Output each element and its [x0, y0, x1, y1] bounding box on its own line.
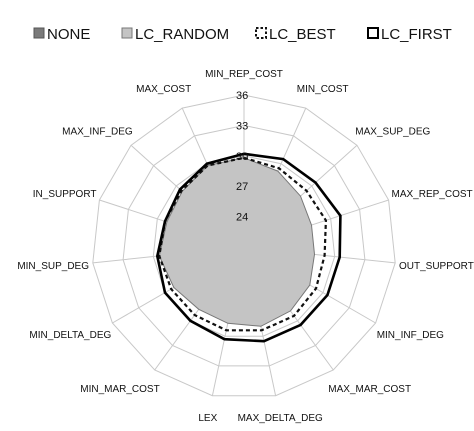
axis-label-max-inf-deg: MAX_INF_DEG: [62, 127, 133, 138]
point-lc-first-6: [300, 324, 302, 326]
legend-label: NONE: [47, 26, 90, 43]
legend-label: LC_FIRST: [381, 26, 452, 43]
legend-label: LC_RANDOM: [135, 26, 229, 43]
point-lc-best-8: [226, 330, 228, 332]
series-lc-random: [158, 157, 316, 327]
point-lc-first-1: [282, 158, 284, 160]
point-lc-random-2: [300, 195, 302, 197]
point-lc-first-8: [224, 338, 226, 340]
axis-label-min-delta-deg: MIN_DELTA_DEG: [29, 330, 111, 341]
radial-ticks: 24 27 30 33 36: [236, 90, 248, 224]
axis-label-max-cost: MAX_COST: [136, 84, 191, 95]
axis-labels: MIN_REP_COST MIN_COST MAX_SUP_DEG MAX_REP_C…: [17, 69, 474, 424]
point-lc-random-10: [173, 287, 175, 289]
point-lc-random-8: [227, 323, 229, 325]
point-lc-first-5: [327, 294, 329, 296]
axis-label-in-support: IN_SUPPORT: [33, 189, 97, 200]
legend-item-none: NONE: [33, 26, 90, 43]
tick-label: 24: [236, 212, 248, 224]
legend-swatch: [121, 27, 133, 39]
tick-label: 27: [236, 181, 248, 193]
point-lc-best-4: [324, 255, 326, 257]
point-lc-random-6: [290, 310, 292, 312]
axis-label-min-cost: MIN_COST: [297, 84, 349, 95]
grid-ring: [152, 155, 336, 337]
axis-label-max-sup-deg: MAX_SUP_DEG: [355, 127, 430, 138]
axis-label-max-mar-cost: MAX_MAR_COST: [328, 384, 411, 395]
point-lc-random-5: [309, 284, 311, 286]
point-lc-best-1: [278, 168, 280, 170]
point-lc-best-3: [325, 220, 327, 222]
axis-label-lex: LEX: [198, 413, 217, 424]
legend-item-lc-best: LC_BEST: [255, 26, 336, 43]
point-lc-best-9: [194, 314, 196, 316]
legend-swatch: [33, 27, 45, 39]
series-lc-first: [155, 152, 342, 343]
legend-item-lc-first: LC_FIRST: [367, 26, 452, 43]
point-lc-random-7: [260, 326, 262, 328]
axis-label-min-sup-deg: MIN_SUP_DEG: [17, 261, 89, 272]
point-lc-first-4: [339, 256, 341, 258]
point-lc-first-3: [340, 215, 342, 217]
point-lc-first-10: [164, 292, 166, 294]
point-lc-first-2: [315, 182, 317, 184]
point-lc-first-11: [157, 255, 159, 257]
point-lc-first-9: [190, 320, 192, 322]
legend-label: LC_BEST: [269, 26, 336, 43]
point-lc-first-7: [263, 340, 265, 342]
point-lc-first-12: [164, 221, 166, 223]
tick-label: 30: [236, 151, 248, 163]
point-lc-best-5: [315, 288, 317, 290]
point-lc-first-13: [179, 189, 181, 191]
axis-label-out-support: OUT_SUPPORT: [399, 261, 474, 272]
legend-swatch: [367, 27, 379, 39]
point-lc-best-7: [261, 330, 263, 332]
tick-label: 33: [236, 120, 248, 132]
legend-swatch: [255, 27, 267, 39]
grid-ring: [122, 124, 366, 367]
axis-label-max-rep-cost: MAX_REP_COST: [392, 189, 473, 200]
axis-label-max-delta-deg: MAX_DELTA_DEG: [238, 413, 323, 424]
legend-item-lc-random: LC_RANDOM: [121, 26, 229, 43]
point-lc-random-9: [198, 309, 200, 311]
point-lc-random-4: [314, 254, 316, 256]
point-lc-best-2: [306, 190, 308, 192]
series-layer: [155, 152, 342, 343]
grid-ring: [92, 94, 396, 397]
legend: NONE LC_RANDOM LC_BEST LC_FIRST: [33, 26, 452, 43]
point-lc-first-14: [206, 163, 208, 165]
tick-label: 36: [236, 90, 248, 102]
point-lc-best-10: [170, 288, 172, 290]
axis-label-min-rep-cost: MIN_REP_COST: [205, 69, 283, 80]
point-lc-random-3: [311, 224, 313, 226]
axis-label-min-inf-deg: MIN_INF_DEG: [377, 330, 444, 341]
point-lc-best-6: [293, 315, 295, 317]
axis-label-min-mar-cost: MIN_MAR_COST: [80, 384, 159, 395]
point-lc-random-1: [277, 170, 279, 172]
